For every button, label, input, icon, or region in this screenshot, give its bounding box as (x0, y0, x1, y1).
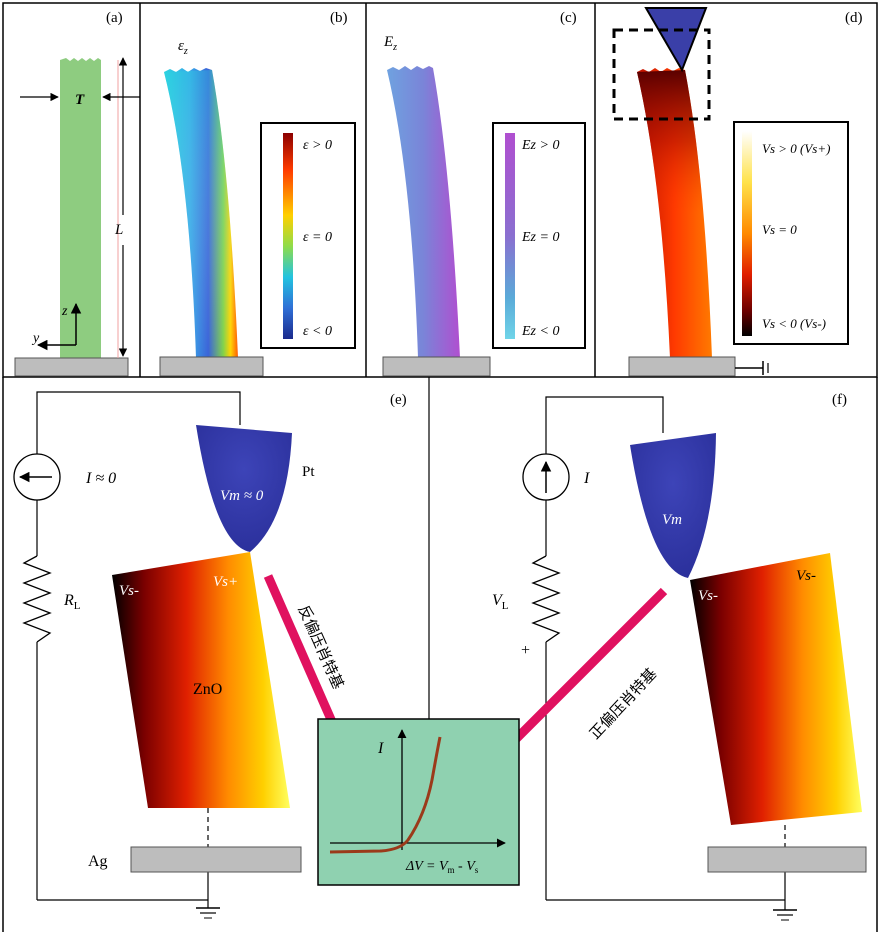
panel-tag-b: (b) (330, 10, 348, 26)
efield-legend-pos: Ez > 0 (521, 138, 559, 153)
ag-electrode (707, 846, 867, 873)
right-face-label: Vs+ (213, 574, 238, 590)
bottom-row (2, 377, 878, 932)
current-source (13, 453, 61, 501)
potential-legend-pos: Vs > 0 (Vs+) (762, 141, 830, 156)
potential-colorbar (742, 131, 752, 336)
efield-legend-neg: Ez < 0 (521, 324, 559, 339)
efield-label: Ez (383, 34, 397, 53)
substrate-base (628, 356, 736, 377)
tip (630, 433, 716, 578)
iv-x-label: ΔV = Vm - Vs (405, 859, 479, 875)
current-label: I ≈ 0 (85, 470, 116, 487)
iv-inset-background (317, 718, 520, 886)
potential-legend-box (733, 121, 849, 345)
tip-voltage-label: Vm (662, 512, 682, 528)
resistor-label: RL (63, 592, 81, 612)
tip-material-label: Pt (302, 464, 315, 480)
panel-tag-a: (a) (106, 10, 123, 26)
y-axis-label: y (31, 331, 40, 346)
current-source (522, 453, 570, 501)
crystal-label: ZnO (193, 681, 222, 698)
panel-tag-f: (f) (832, 392, 847, 408)
load-resistor (22, 555, 52, 643)
panel-tag-d: (d) (845, 10, 863, 26)
panel-f: (f) I VL + Vm Vs- Vs- 正偏压肖特基 (468, 392, 867, 921)
strain-legend-box (260, 122, 356, 349)
panel-a: (a) L T z y (14, 10, 140, 377)
strain-field-label: εz (178, 38, 188, 57)
nanowire-rod (60, 58, 101, 358)
panel-c: (c) Ez Ez > 0 Ez = 0 Ez < 0 (382, 10, 586, 377)
z-axis-label: z (61, 304, 68, 319)
bent-rod-efield (387, 66, 460, 358)
panel-tag-c: (c) (560, 10, 577, 26)
potential-legend-neg: Vs < 0 (Vs-) (762, 316, 826, 331)
strain-legend-pos: ε > 0 (303, 138, 332, 153)
pt-tip (196, 425, 292, 552)
ag-electrode (130, 846, 302, 873)
electrode-label: Ag (88, 853, 108, 870)
iv-curve (329, 736, 442, 854)
substrate-base (159, 356, 264, 377)
tip-voltage-label: Vm ≈ 0 (220, 488, 264, 504)
right-face-label: Vs- (796, 568, 816, 584)
left-face-label: Vs- (119, 583, 139, 599)
forward-bias-label: 正偏压肖特基 (586, 665, 661, 743)
load-resistor (531, 555, 561, 643)
plus-sign: + (521, 642, 530, 659)
iv-inset: I ΔV = Vm - Vs (317, 718, 520, 886)
top-row (2, 2, 878, 378)
zno-crystal (690, 553, 862, 825)
strain-legend-neg: ε < 0 (303, 324, 332, 339)
strain-colorbar (283, 133, 293, 339)
efield-colorbar (505, 133, 515, 339)
length-label: L (114, 222, 123, 238)
afm-tip-triangle (644, 7, 708, 73)
panel-b: (b) εz ε > 0 ε = 0 ε < 0 (159, 10, 356, 377)
strain-legend-zero: ε = 0 (303, 230, 332, 245)
thickness-label: T (75, 92, 85, 108)
zoom-region-box (612, 28, 711, 121)
iv-y-label: I (377, 740, 384, 757)
substrate-base (382, 356, 491, 377)
load-voltage-label: VL (492, 592, 509, 612)
current-label: I (583, 470, 590, 487)
left-face-label: Vs- (698, 588, 718, 604)
potential-legend-zero: Vs = 0 (762, 222, 797, 237)
panel-tag-e: (e) (390, 392, 407, 408)
efield-legend-zero: Ez = 0 (521, 230, 559, 245)
substrate-base (14, 357, 129, 377)
zno-crystal (112, 552, 290, 808)
panel-d: (d) Vs > 0 (Vs+) Vs = 0 Vs < 0 (Vs-) (612, 7, 863, 377)
